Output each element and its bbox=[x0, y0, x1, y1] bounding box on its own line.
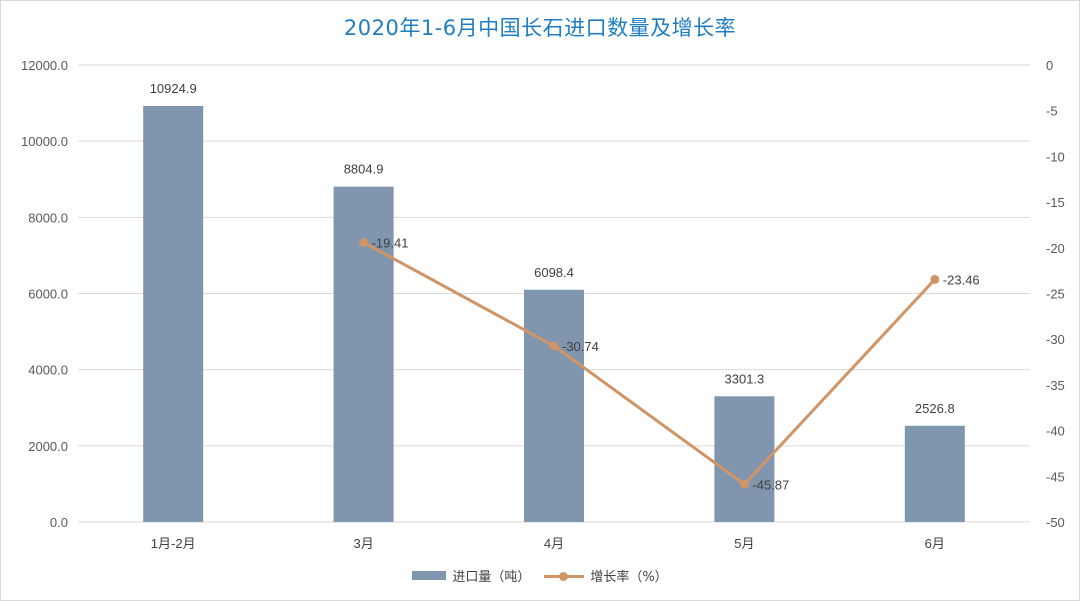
bar-data-label: 3301.3 bbox=[725, 371, 765, 386]
x-tick-label: 3月 bbox=[353, 536, 373, 551]
legend-bar-label: 进口量（吨） bbox=[452, 570, 531, 585]
line-point bbox=[549, 341, 559, 351]
x-tick-label: 5月 bbox=[734, 536, 754, 551]
y-right-tick-label: -40 bbox=[1046, 424, 1065, 439]
y-left-tick-label: 0.0 bbox=[50, 515, 68, 530]
legend-item-line: 增长率（%） bbox=[544, 566, 668, 585]
legend-bar-swatch bbox=[412, 571, 447, 580]
y-right-tick-label: -30 bbox=[1046, 332, 1065, 347]
legend-line-swatch bbox=[544, 570, 585, 582]
bar-data-label: 10924.9 bbox=[150, 81, 197, 96]
line-data-label: -19.41 bbox=[372, 235, 409, 250]
y-right-tick-label: -20 bbox=[1046, 241, 1065, 256]
y-right-tick-label: 0 bbox=[1046, 58, 1053, 73]
legend-line-label: 增长率（%） bbox=[590, 570, 668, 585]
bar-data-label: 2526.8 bbox=[915, 401, 955, 416]
y-right-tick-label: -25 bbox=[1046, 287, 1065, 302]
y-right-tick-label: -45 bbox=[1046, 469, 1065, 484]
bar bbox=[714, 396, 775, 522]
y-left-tick-label: 4000.0 bbox=[28, 363, 68, 378]
y-left-tick-label: 8000.0 bbox=[28, 210, 68, 225]
line-data-label: -23.46 bbox=[943, 272, 980, 287]
chart-title: 2020年1-6月中国长石进口数量及增长率 bbox=[343, 16, 737, 40]
bar bbox=[143, 105, 204, 522]
y-left-tick-label: 10000.0 bbox=[21, 134, 68, 149]
bar-data-label: 6098.4 bbox=[534, 265, 574, 280]
bar-data-label: 8804.9 bbox=[344, 162, 384, 177]
x-tick-label: 6月 bbox=[925, 536, 945, 551]
y-left-tick-label: 2000.0 bbox=[28, 439, 68, 454]
y-right-tick-label: -50 bbox=[1046, 515, 1065, 530]
x-tick-label: 4月 bbox=[544, 536, 564, 551]
y-right-tick-label: -5 bbox=[1046, 104, 1058, 119]
bar bbox=[524, 289, 584, 522]
growth-line bbox=[362, 241, 936, 486]
line-point bbox=[739, 479, 749, 489]
line-data-label: -45.87 bbox=[752, 477, 789, 492]
line-point bbox=[930, 274, 940, 284]
y-right-tick-label: -10 bbox=[1046, 149, 1065, 164]
y-right-tick-label: -15 bbox=[1046, 195, 1065, 210]
legend-item-bar: 进口量（吨） bbox=[412, 566, 530, 585]
y-left-tick-label: 12000.0 bbox=[21, 58, 68, 73]
legend: 进口量（吨） 增长率（%） bbox=[0, 566, 1080, 585]
x-tick-label: 1月-2月 bbox=[151, 536, 196, 551]
bar bbox=[904, 425, 965, 522]
line-data-label: -30.74 bbox=[562, 339, 599, 354]
line-point bbox=[359, 237, 369, 247]
y-right-tick-label: -35 bbox=[1046, 378, 1065, 393]
y-left-tick-label: 6000.0 bbox=[28, 287, 68, 302]
